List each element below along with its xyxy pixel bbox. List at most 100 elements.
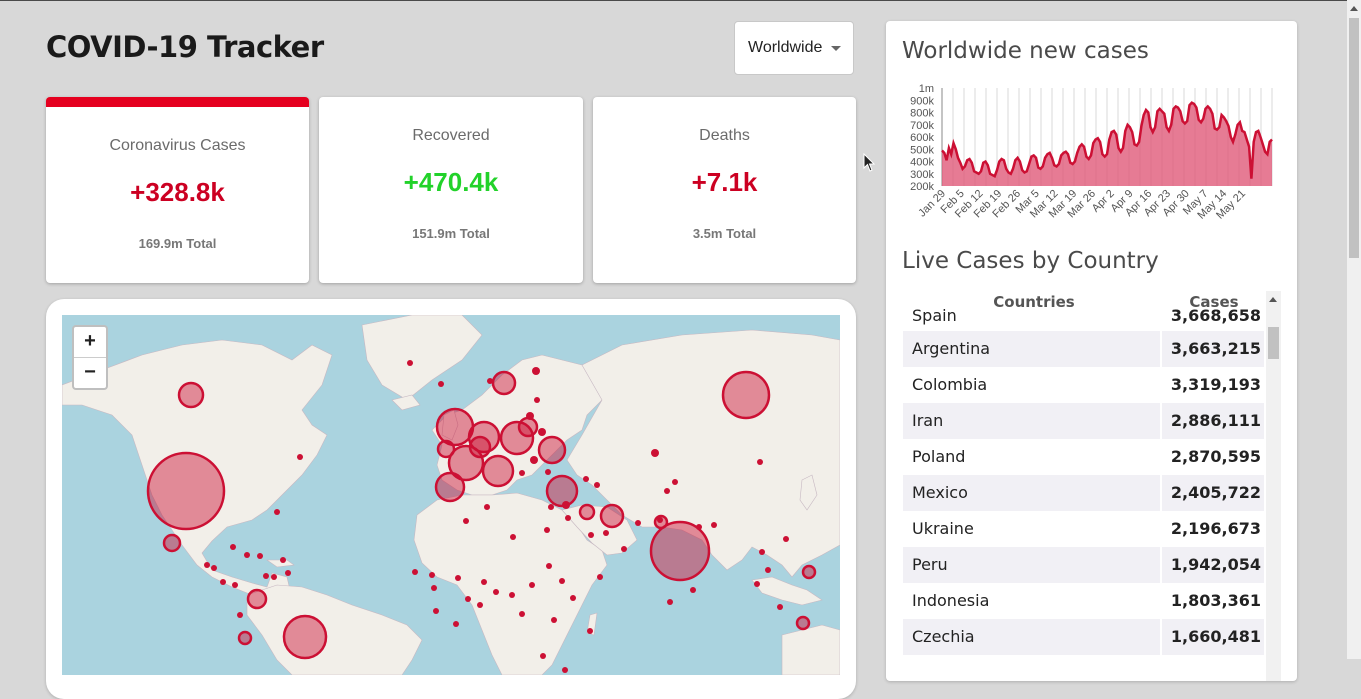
column-header-cases: Cases [1189,293,1239,311]
new-cases-area [942,102,1272,186]
recovered-card-total: 151.9m Total [412,226,490,241]
country-name: Colombia [903,367,1163,403]
chart-y-tick-label: 600k [910,132,934,144]
case-markers [146,370,817,660]
marker-mexico [162,533,182,553]
recovered-card-label: Recovered [412,127,490,144]
country-name: Peru [903,547,1163,583]
marker-poland [517,416,539,438]
live-cases-table[interactable]: Countries Cases Spain 3,668,658 Argentina 3… [903,291,1283,681]
marker-germany [499,420,535,456]
table-scroll-thumb[interactable] [1268,327,1279,359]
chart-y-tick-label: 900k [910,95,934,107]
marker-philippines [801,564,817,580]
marker-brazil [282,614,328,660]
chart-y-tick-label: 500k [910,144,934,156]
marker-italy [481,454,515,488]
recovered-card-value: +470.4k [403,167,499,197]
right-panel: Worldwide new cases 1m 900k 800k 700k 600k 50… [886,21,1297,681]
table-row: Mexico 2,405,722 [903,475,1264,511]
chart-y-tick-label: 200k [910,181,934,193]
new-cases-heading: Worldwide new cases [902,38,1149,64]
table-row: Colombia 3,319,193 [903,367,1264,403]
country-name: Mexico [903,475,1163,511]
country-cases: 2,886,111 [1162,403,1264,439]
marker-indonesia [795,615,811,631]
new-cases-line [941,101,1273,179]
country-cases: 3,663,215 [1162,331,1264,367]
zoom-in-button[interactable]: + [74,327,106,358]
chevron-down-icon [831,45,842,51]
country-cases: 2,196,673 [1170,519,1261,538]
mouse-cursor-icon [863,153,876,172]
table-header: Countries Cases [903,291,1263,313]
table-row: Indonesia 1,803,361 [903,583,1264,619]
cases-card-label: Coronavirus Cases [109,137,246,154]
table-row: Poland 2,870,595 [903,439,1264,475]
live-cases-heading: Live Cases by Country [902,248,1159,274]
country-name: Spain [903,307,1163,331]
marker-india [649,520,711,582]
scroll-up-arrow-icon[interactable] [1269,297,1277,302]
chart-y-tick-label: 700k [910,120,934,132]
small-markers [204,360,789,673]
marker-peru [237,630,253,646]
recovered-card[interactable]: Recovered +470.4k 151.9m Total [319,97,583,283]
land-south-america [246,584,423,675]
table-row: Spain 3,668,658 [903,307,1264,331]
country-select[interactable]: Worldwide [734,21,854,75]
deaths-card[interactable]: Deaths +7.1k 3.5m Total [593,97,856,283]
window-scrollbar[interactable] [1347,0,1361,659]
land-japan [799,474,818,511]
marker-iran [599,503,625,529]
marker-sweden [491,370,517,396]
app-title: COVID-19 Tracker [46,30,324,64]
country-name: Poland [903,439,1163,475]
country-cases: 2,870,595 [1170,447,1261,466]
marker-canada [177,381,205,409]
land-indonesia [751,576,823,606]
deaths-card-total: 3.5m Total [692,226,757,241]
window-scroll-thumb[interactable] [1349,18,1359,258]
marker-portugal [434,471,466,503]
land-arabia [561,504,638,556]
country-select-value: Worldwide [748,39,823,56]
window-scroll-up-icon[interactable] [1350,6,1358,11]
marker-uk [435,407,475,447]
deaths-card-value: +7.1k [691,167,758,197]
cases-card-value: +328.8k [130,177,225,207]
marker-colombia [246,588,268,610]
country-cases: 1,803,361 [1170,591,1261,610]
map-card: + − [46,299,856,699]
marker-usa [146,451,226,531]
marker-benelux [468,435,492,459]
land-greenland [361,315,483,401]
land-australia-tip [781,624,840,675]
world-map[interactable]: + − [62,315,840,675]
land-africa [413,492,608,675]
cases-card-total: 169.9m Total [138,236,217,251]
country-name: Czechia [903,619,1163,655]
country-cases: 1,660,481 [1162,619,1264,655]
window-top-border [0,0,1361,1]
chart-y-tick-label: 400k [910,157,934,169]
chart-y-tick-label: 800k [910,108,934,120]
table-scrollbar[interactable] [1266,291,1281,681]
table-rows: Spain 3,668,658 Argentina 3,663,215 Colombia… [903,307,1264,655]
country-cases: 3,668,658 [1170,306,1261,325]
zoom-out-button[interactable]: − [84,361,96,383]
column-header-countries: Countries [993,293,1075,311]
land-iceland [391,394,421,411]
table-row: Iran 2,886,111 [903,403,1264,439]
deaths-card-label: Deaths [699,127,750,144]
country-name: Indonesia [903,583,1163,619]
country-cases: 1,942,054 [1162,547,1264,583]
chart-y-tick-label: 300k [910,169,934,181]
table-row: Ukraine 2,196,673 [903,511,1264,547]
table-row: Argentina 3,663,215 [903,331,1264,367]
cases-card[interactable]: Coronavirus Cases +328.8k 169.9m Total [46,97,309,283]
marker-russia [721,370,771,420]
map-tiles [62,315,840,675]
marker-ukraine [537,435,567,465]
